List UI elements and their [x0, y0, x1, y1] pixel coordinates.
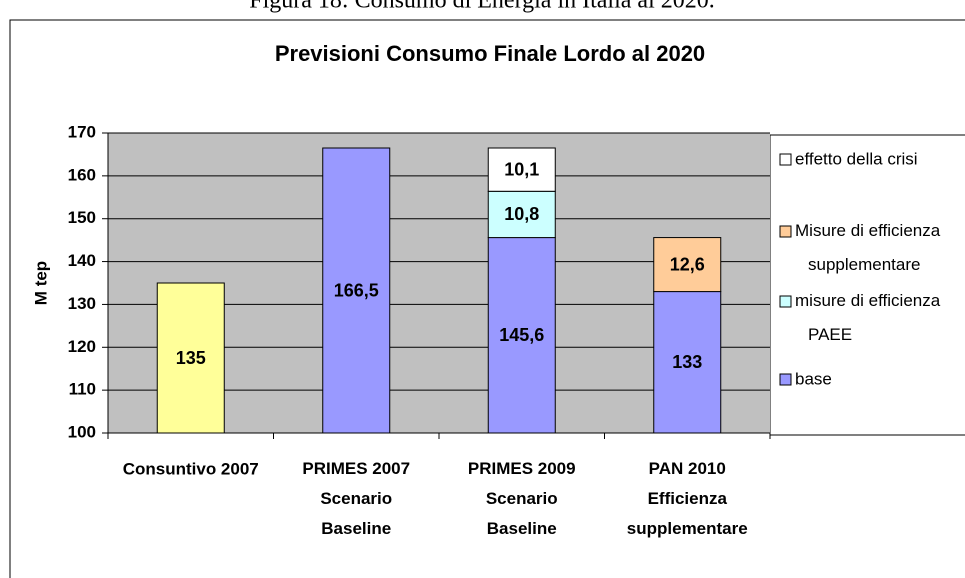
bar-segment	[653, 291, 722, 434]
bar-segment	[156, 282, 225, 434]
chart-title: Previsioni Consumo Finale Lordo al 2020	[275, 41, 705, 66]
value-label: 145,6	[499, 325, 544, 345]
x-tick-label: PRIMES 2009 Scenario Baseline	[468, 459, 576, 538]
value-label: 12,6	[670, 254, 705, 274]
legend-swatch	[779, 225, 792, 238]
y-axis-label: M tep	[31, 261, 50, 305]
x-tick-label: PAN 2010 Efficienza supplementare	[627, 459, 748, 538]
legend-label: effetto della crisi	[795, 149, 918, 168]
caption: Figura 18: Consumo di Energia in Italia …	[249, 0, 715, 14]
x-tick-label: PRIMES 2007 Scenario Baseline	[302, 459, 410, 538]
y-tick-label: 150	[68, 208, 96, 227]
bar-segment	[322, 147, 391, 434]
y-tick-label: 140	[68, 251, 96, 270]
y-tick-label: 160	[68, 165, 96, 184]
bar-segment	[487, 190, 556, 239]
legend-label: base	[795, 369, 832, 388]
value-label: 10,8	[504, 204, 539, 224]
legend-box	[769, 134, 965, 436]
value-label: 133	[672, 352, 702, 372]
y-tick-label: 130	[68, 294, 96, 313]
legend-label: misure di efficienza PAEE	[795, 291, 941, 344]
bar-segment	[487, 237, 556, 434]
legend-swatch	[779, 373, 792, 386]
y-tick-label: 110	[69, 380, 96, 399]
y-tick-label: 170	[68, 122, 96, 141]
legend-swatch	[779, 153, 792, 166]
value-label: 10,1	[504, 159, 539, 179]
bar-segment	[653, 237, 722, 293]
value-label: 135	[176, 348, 206, 368]
legend-swatch	[779, 295, 792, 308]
y-tick-label: 100	[68, 422, 96, 441]
legend-label: Misure di efficienza supplementare	[795, 221, 941, 274]
value-label: 166,5	[334, 280, 379, 300]
bar-segment	[487, 147, 556, 192]
y-tick-label: 120	[68, 337, 96, 356]
x-tick-label: Consuntivo 2007	[123, 459, 259, 478]
